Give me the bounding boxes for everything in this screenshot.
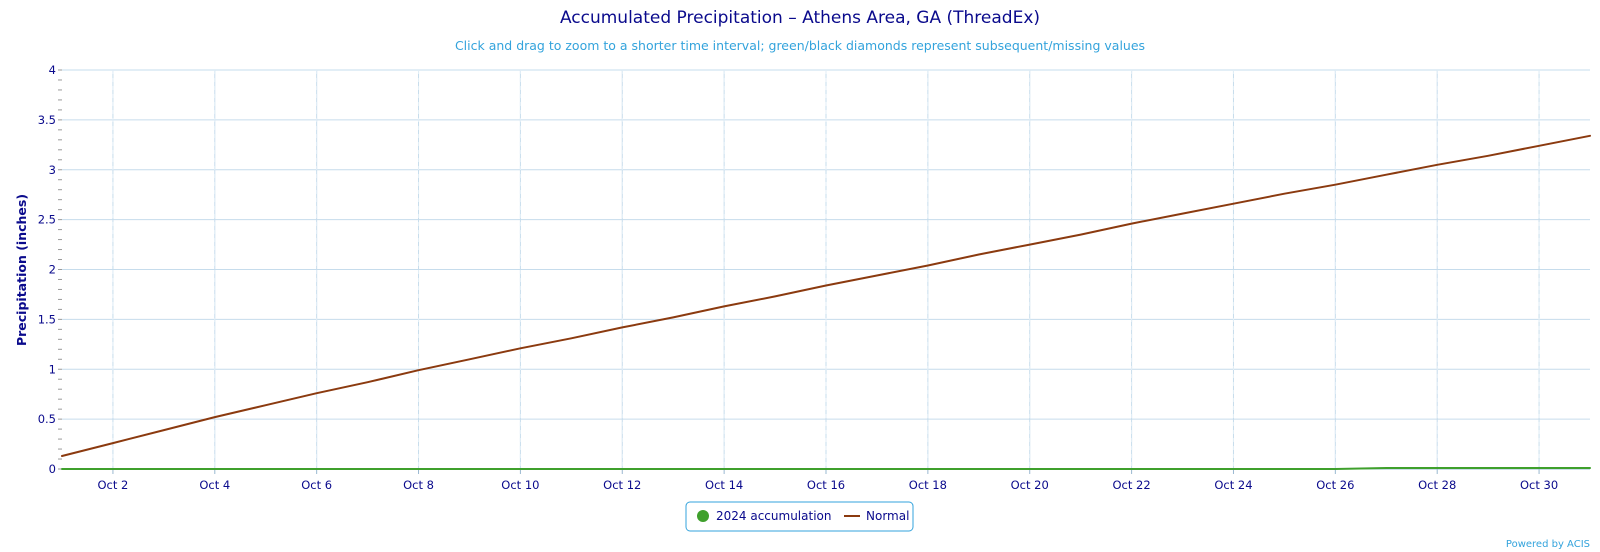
x-tick-label: Oct 18 (909, 478, 947, 492)
legend-item-2024[interactable]: 2024 accumulation (697, 509, 831, 523)
y-tick-label: 1.5 (38, 312, 56, 326)
x-tick-label: Oct 8 (403, 478, 434, 492)
legend-label-normal: Normal (866, 509, 909, 523)
legend-box (685, 501, 914, 532)
y-tick-label: 3 (49, 163, 56, 177)
y-tick-label: 3.5 (38, 113, 56, 127)
y-tick-label: 4 (49, 63, 56, 77)
x-tick-label: Oct 16 (807, 478, 845, 492)
y-axis-label: Precipitation (inches) (14, 194, 29, 346)
x-axis-ticks: Oct 2 Oct 4 Oct 6 Oct 8 Oct 10 Oct 12 Oct 14 Oc… (98, 469, 1558, 492)
plot-series (61, 134, 1591, 470)
x-tick-label: Oct 22 (1113, 478, 1151, 492)
x-tick-label: Oct 14 (705, 478, 743, 492)
x-tick-label: Oct 4 (199, 478, 230, 492)
legend[interactable]: 2024 accumulation Normal (685, 501, 914, 532)
y-tick-label: 2.5 (38, 213, 56, 227)
x-tick-label: Oct 26 (1316, 478, 1354, 492)
x-tick-label: Oct 2 (98, 478, 129, 492)
legend-marker-2024 (697, 510, 709, 522)
chart-title: Accumulated Precipitation – Athens Area,… (560, 8, 1040, 28)
x-tick-label: Oct 12 (603, 478, 641, 492)
chart-subtitle: Click and drag to zoom to a shorter time… (455, 38, 1145, 53)
y-tick-label: 1 (49, 362, 56, 376)
plot-grid (62, 69, 1590, 470)
x-tick-label: Oct 24 (1214, 478, 1252, 492)
x-tick-label: Oct 30 (1520, 478, 1558, 492)
legend-item-normal[interactable]: Normal (844, 509, 909, 523)
legend-label-2024: 2024 accumulation (716, 509, 831, 523)
y-tick-label: 0.5 (38, 412, 56, 426)
x-tick-label: Oct 28 (1418, 478, 1456, 492)
y-tick-label: 2 (49, 263, 56, 277)
x-tick-label: Oct 20 (1011, 478, 1049, 492)
y-tick-label: 0 (49, 462, 56, 476)
credits-link[interactable]: Powered by ACIS (1506, 539, 1590, 550)
series-line-normal (61, 134, 1591, 457)
x-tick-label: Oct 10 (501, 478, 539, 492)
y-axis-ticks: 0 0.5 1 1.5 2 2.5 3 3.5 4 (38, 63, 62, 476)
x-tick-label: Oct 6 (301, 478, 332, 492)
series-line-2024-accumulation (61, 467, 1591, 470)
